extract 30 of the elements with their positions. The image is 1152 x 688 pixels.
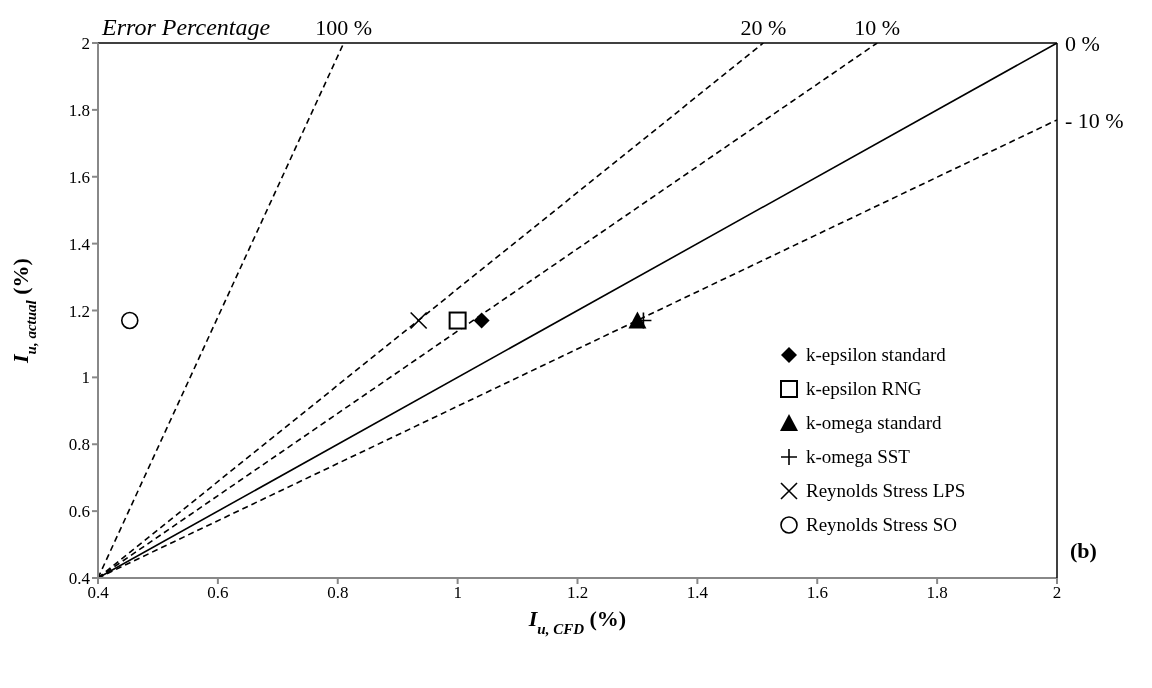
annotation: 100 % [315,15,373,40]
y-tick-label: 1.6 [68,167,90,187]
x-axis-title: I$_{u, CFD}$ (%) [527,606,627,637]
legend-label: Reynolds Stress LPS [806,479,966,503]
text: Error Percentage [102,14,271,41]
legend-label: k-epsilon RNG [806,377,922,401]
x-tick-label: 1.8 [926,583,948,603]
y-tick-label: 0.6 [68,502,90,522]
annotation: 0 % [1065,30,1100,56]
legend-label: k-omega standard [806,411,942,435]
y-tick-label: 2 [81,34,90,54]
y-tick-label: 1 [81,368,90,388]
legend-label: k-omega SST [806,445,910,469]
text: (b) [1070,538,1097,564]
x-tick-label: 1.6 [806,583,828,603]
x-tick-label: 0.6 [207,583,229,603]
x-tick-label: 1.2 [566,583,589,603]
legend-label: Reynolds Stress SO [806,513,957,537]
y-tick-label: 1.8 [68,100,90,120]
x-tick-label: 1.4 [686,583,709,603]
annotation: 10 % [854,15,901,40]
x-tick-label: 2 [1052,583,1062,603]
y-tick-label: 1.4 [68,234,91,254]
x-tick-label: 1 [453,583,462,603]
x-tick-label: 0.8 [327,583,349,603]
annotation: - 10 % [1065,107,1124,133]
y-tick-label: 0.8 [68,435,90,455]
y-tick-label: 1.2 [68,301,90,321]
annotation: 20 % [740,15,787,40]
legend-label: k-epsilon standard [806,343,946,367]
